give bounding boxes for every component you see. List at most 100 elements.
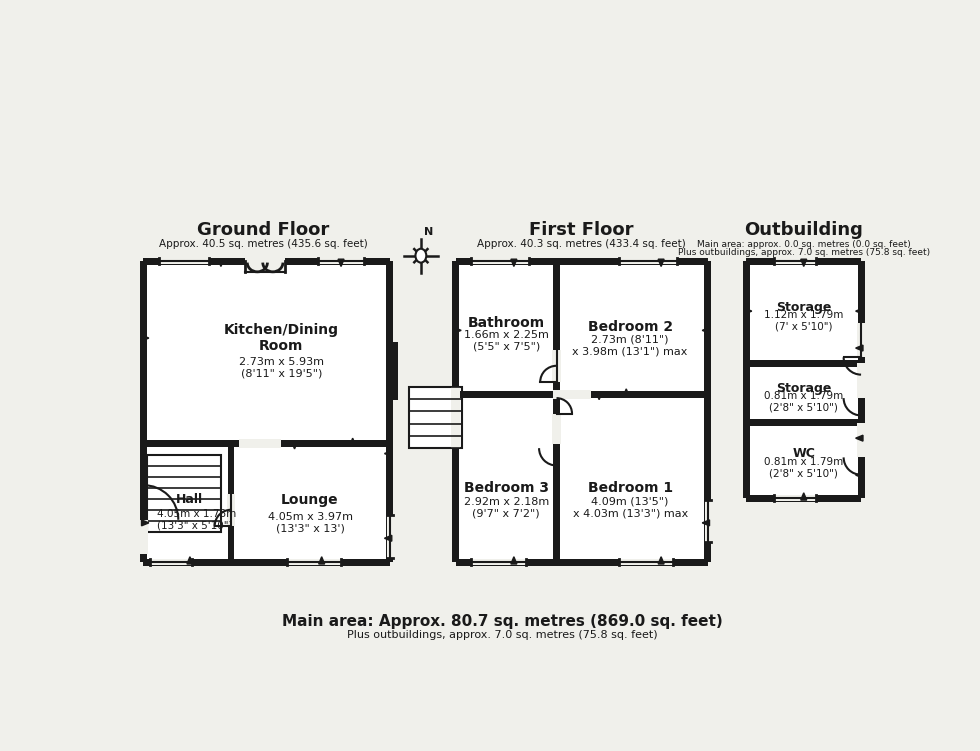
Bar xyxy=(143,261,390,562)
Bar xyxy=(239,439,281,448)
Bar xyxy=(318,258,365,264)
Bar xyxy=(452,387,460,448)
Bar xyxy=(410,387,462,448)
Bar xyxy=(456,391,708,398)
Text: 0.81m x 1.79m
(2'8" x 5'10"): 0.81m x 1.79m (2'8" x 5'10") xyxy=(764,457,844,478)
Text: 1.12m x 1.79m
(7' x 5'10"): 1.12m x 1.79m (7' x 5'10") xyxy=(764,310,844,332)
Text: Storage: Storage xyxy=(776,382,831,394)
Bar xyxy=(456,261,708,562)
Polygon shape xyxy=(338,259,344,267)
Polygon shape xyxy=(801,259,807,267)
Bar xyxy=(387,342,399,400)
Bar xyxy=(139,520,148,554)
Bar xyxy=(553,394,560,566)
Polygon shape xyxy=(511,556,516,564)
Text: Ground Floor: Ground Floor xyxy=(197,222,329,240)
Bar xyxy=(150,559,192,566)
Polygon shape xyxy=(350,438,356,445)
Text: Kitchen/Dining
Room: Kitchen/Dining Room xyxy=(223,323,339,353)
Bar xyxy=(747,261,861,498)
Text: 2.73m (8'11")
x 3.98m (13'1") max: 2.73m (8'11") x 3.98m (13'1") max xyxy=(572,335,688,357)
Bar xyxy=(618,559,672,566)
Bar xyxy=(747,419,861,427)
Polygon shape xyxy=(703,520,710,526)
Text: Approx. 40.3 sq. metres (433.4 sq. feet): Approx. 40.3 sq. metres (433.4 sq. feet) xyxy=(477,239,686,249)
Bar xyxy=(618,258,676,264)
Text: Bedroom 3: Bedroom 3 xyxy=(464,481,549,495)
Text: WC: WC xyxy=(792,447,815,460)
Text: 2.92m x 2.18m
(9'7" x 7'2"): 2.92m x 2.18m (9'7" x 7'2") xyxy=(464,496,549,518)
Text: First Floor: First Floor xyxy=(529,222,633,240)
Text: Main area: approx. 0.0 sq. metres (0.0 sq. feet): Main area: approx. 0.0 sq. metres (0.0 s… xyxy=(697,240,910,249)
Bar xyxy=(773,495,816,502)
Bar xyxy=(452,261,460,562)
Text: 4.09m (13'5")
x 4.03m (13'3") max: 4.09m (13'5") x 4.03m (13'3") max xyxy=(572,496,688,518)
Text: 0.81m x 1.79m
(2'8" x 5'10"): 0.81m x 1.79m (2'8" x 5'10") xyxy=(764,391,844,413)
Bar xyxy=(386,261,393,562)
Text: Storage: Storage xyxy=(776,300,831,314)
Polygon shape xyxy=(511,259,516,267)
Bar xyxy=(553,414,561,445)
Bar xyxy=(226,493,235,526)
Bar xyxy=(743,261,750,498)
Polygon shape xyxy=(454,327,462,333)
Polygon shape xyxy=(856,435,863,441)
Bar xyxy=(287,559,341,566)
Text: 4.05m x 1.78m
(13'3" x 5'10"): 4.05m x 1.78m (13'3" x 5'10") xyxy=(158,509,236,530)
Polygon shape xyxy=(703,327,710,333)
Bar xyxy=(159,258,210,264)
Bar xyxy=(553,261,560,397)
Text: Main area: Approx. 80.7 sq. metres (869.0 sq. feet): Main area: Approx. 80.7 sq. metres (869.… xyxy=(282,614,722,629)
Bar xyxy=(747,495,861,502)
Polygon shape xyxy=(218,259,223,267)
Text: Bedroom 2: Bedroom 2 xyxy=(588,319,672,333)
Bar xyxy=(143,440,390,447)
Bar xyxy=(456,258,708,264)
Text: N: N xyxy=(424,227,433,237)
Bar xyxy=(147,455,220,532)
Bar xyxy=(773,258,816,264)
Bar xyxy=(553,390,591,399)
Polygon shape xyxy=(318,556,324,564)
Text: 2.73m x 5.93m
(8'11" x 19'5"): 2.73m x 5.93m (8'11" x 19'5") xyxy=(239,357,323,378)
Bar xyxy=(143,559,390,566)
Polygon shape xyxy=(187,556,193,564)
Text: Hall: Hall xyxy=(176,493,204,506)
Polygon shape xyxy=(596,392,602,400)
Bar xyxy=(747,360,861,367)
Bar xyxy=(387,515,393,557)
Polygon shape xyxy=(141,335,149,341)
Polygon shape xyxy=(659,259,664,267)
Bar xyxy=(553,350,561,382)
Bar xyxy=(227,444,234,562)
Bar xyxy=(705,499,710,542)
Bar xyxy=(747,258,861,264)
Bar xyxy=(858,261,864,498)
Text: 1.66m x 2.25m
(5'5" x 7'5"): 1.66m x 2.25m (5'5" x 7'5") xyxy=(464,330,549,352)
Polygon shape xyxy=(384,451,392,457)
Text: Bedroom 1: Bedroom 1 xyxy=(588,481,672,495)
Text: Outbuilding: Outbuilding xyxy=(744,222,863,240)
Polygon shape xyxy=(801,493,807,500)
Text: Approx. 40.5 sq. metres (435.6 sq. feet): Approx. 40.5 sq. metres (435.6 sq. feet) xyxy=(159,239,368,249)
Bar xyxy=(705,261,711,562)
Bar xyxy=(857,323,865,357)
Bar xyxy=(857,363,865,398)
Bar xyxy=(471,559,525,566)
Polygon shape xyxy=(292,442,298,449)
Polygon shape xyxy=(659,556,664,564)
Bar xyxy=(245,257,285,272)
Polygon shape xyxy=(745,308,752,314)
Text: Lounge: Lounge xyxy=(281,493,339,507)
Text: Plus outbuildings, approx. 7.0 sq. metres (75.8 sq. feet): Plus outbuildings, approx. 7.0 sq. metre… xyxy=(347,629,658,640)
Bar xyxy=(471,258,529,264)
Bar xyxy=(140,261,147,562)
Bar xyxy=(456,559,708,566)
Text: 4.05m x 3.97m
(13'3" x 13'): 4.05m x 3.97m (13'3" x 13') xyxy=(268,512,353,534)
Ellipse shape xyxy=(416,249,426,263)
Bar xyxy=(857,423,865,457)
Polygon shape xyxy=(141,520,149,526)
Polygon shape xyxy=(856,472,863,478)
Text: Bathroom: Bathroom xyxy=(467,315,545,330)
Text: Plus outbuildings, approx. 7.0 sq. metres (75.8 sq. feet): Plus outbuildings, approx. 7.0 sq. metre… xyxy=(677,248,930,257)
